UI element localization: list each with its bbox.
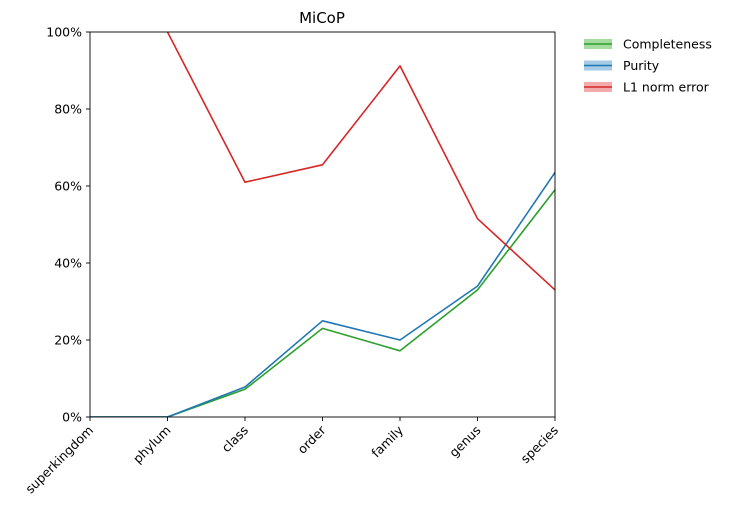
y-tick-label: 40%: [54, 256, 82, 271]
x-tick-label: class: [219, 423, 252, 456]
legend: Completeness Purity L1 norm error: [584, 37, 712, 95]
x-tick-label: species: [518, 423, 562, 467]
plot-frame: [89, 31, 556, 418]
x-tick-label: genus: [446, 423, 483, 460]
x-tick-label: order: [294, 422, 329, 457]
legend-label-completeness: Completeness: [623, 37, 712, 52]
x-tick-label: phylum: [130, 423, 174, 467]
y-tick-label: 0%: [62, 410, 82, 425]
y-tick-label: 20%: [54, 333, 82, 348]
chart-title: MiCoP: [299, 9, 345, 27]
series-line-completeness: [90, 189, 555, 417]
x-tick-label: superkingdom: [22, 423, 96, 497]
y-tick-label: 60%: [54, 179, 82, 194]
y-tick-label: 80%: [54, 102, 82, 117]
y-tick-label: 100%: [46, 25, 82, 40]
legend-label-l1-norm-error: L1 norm error: [623, 80, 710, 95]
series-line-l1-norm-error: [166, 32, 555, 291]
axes-layer: 0% 20% 40% 60% 80% 100% superkingdom phylum clas…: [22, 25, 561, 497]
series-layer: [90, 32, 555, 417]
series-line-purity: [90, 172, 555, 417]
legend-label-purity: Purity: [623, 58, 660, 73]
x-tick-label: family: [368, 422, 406, 460]
